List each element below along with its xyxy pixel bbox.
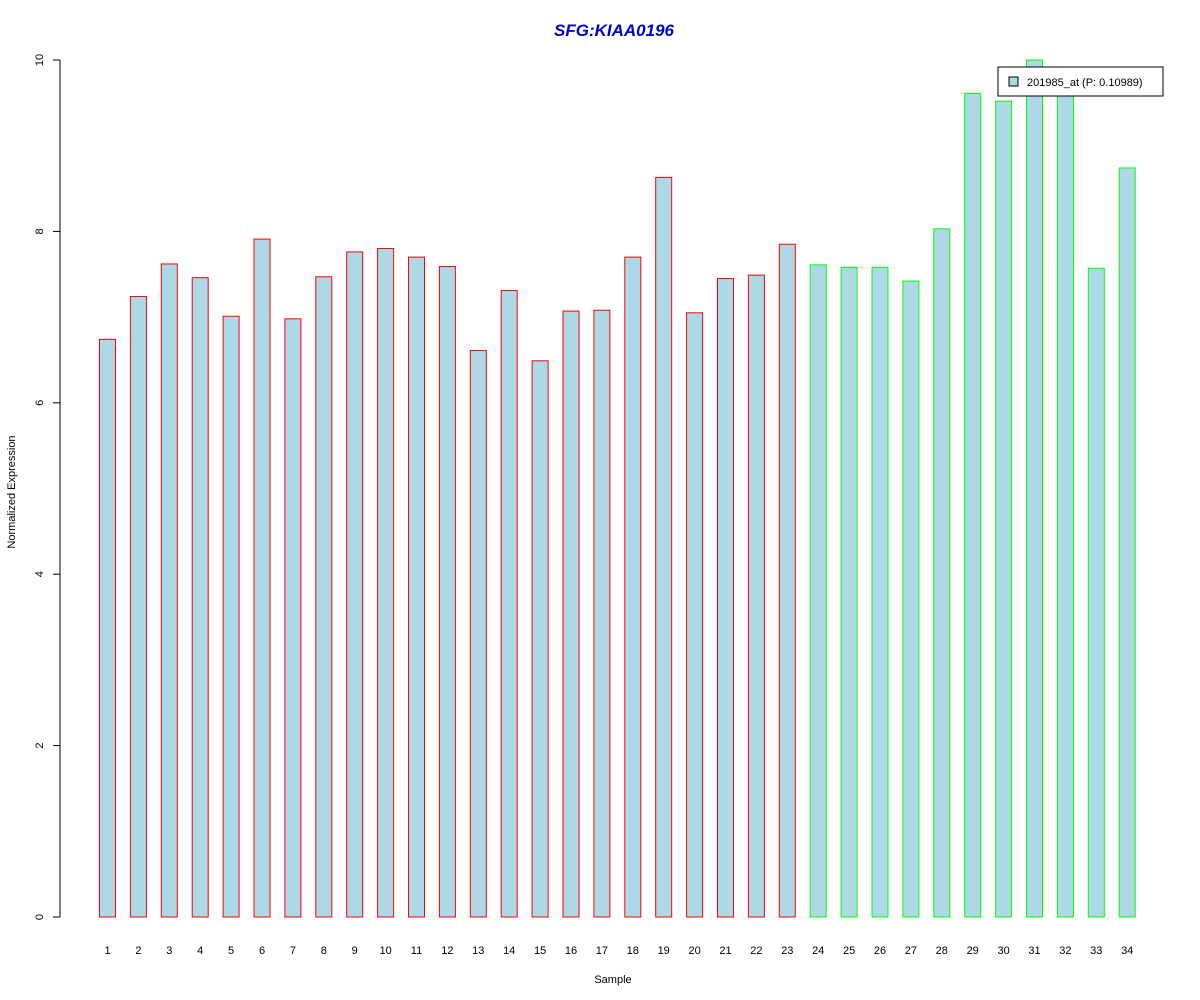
bar-sample-3 [160, 263, 178, 918]
bar-sample-16 [562, 310, 580, 918]
bar-sample-18 [624, 256, 642, 918]
y-axis: 0 2 4 6 8 10 [34, 54, 61, 920]
x-tick-label: 33 [1090, 945, 1102, 957]
x-tick-label: 34 [1121, 945, 1133, 957]
x-tick-label: 22 [750, 945, 762, 957]
x-tick-label: 7 [290, 945, 296, 957]
x-tick-label: 18 [627, 945, 639, 957]
bar-sample-24 [809, 264, 827, 918]
x-tick-label: 13 [472, 945, 484, 957]
x-tick-label: 3 [166, 945, 172, 957]
bar-sample-26 [871, 266, 889, 918]
x-tick-label: 9 [352, 945, 358, 957]
bar-sample-34 [1118, 167, 1136, 918]
bar-sample-14 [500, 290, 518, 918]
y-axis-label: Normalized Expression [6, 435, 18, 548]
x-tick-label: 29 [967, 945, 979, 957]
x-tick-label: 19 [658, 945, 670, 957]
x-tick-label: 27 [905, 945, 917, 957]
y-tick-label: 8 [34, 228, 46, 234]
bar-sample-33 [1087, 267, 1105, 918]
bar-sample-13 [469, 350, 487, 918]
x-tick-labels: 1 2 3 4 5 6 7 8 9 10 11 12 13 14 15 16 17 18 19 20 21 22 23 24 2… [104, 945, 1133, 957]
bar-sample-29 [964, 92, 982, 918]
chart-title: SFG:KIAA0196 [554, 21, 675, 40]
y-tick-label: 10 [34, 54, 46, 66]
bar-sample-22 [747, 274, 765, 918]
bar-sample-7 [284, 318, 302, 918]
x-tick-label: 14 [503, 945, 515, 957]
bar-sample-9 [346, 251, 364, 918]
legend-label: 201985_at (P: 0.10989) [1027, 77, 1143, 89]
x-tick-label: 4 [197, 945, 203, 957]
bar-sample-10 [377, 248, 395, 918]
x-axis-label: Sample [594, 974, 631, 986]
y-tick-label: 0 [34, 914, 46, 920]
legend-box [997, 66, 1164, 97]
x-tick-label: 26 [874, 945, 886, 957]
bar-sample-31 [1026, 59, 1043, 918]
bar-sample-17 [593, 309, 611, 918]
bar-sample-27 [902, 280, 920, 918]
x-tick-label: 11 [411, 945, 422, 957]
x-tick-label: 25 [843, 945, 855, 957]
x-tick-label: 10 [379, 945, 391, 957]
bar-sample-15 [531, 360, 549, 918]
bar-sample-25 [840, 266, 858, 918]
y-tick-label: 6 [34, 400, 46, 406]
bar-sample-1 [99, 338, 116, 918]
x-tick-label: 1 [104, 945, 110, 957]
y-tick-label: 4 [34, 571, 46, 577]
legend: 201985_at (P: 0.10989) [997, 66, 1164, 97]
x-tick-label: 32 [1059, 945, 1071, 957]
x-tick-label: 15 [534, 945, 546, 957]
bar-sample-28 [933, 228, 951, 918]
bar-sample-12 [438, 266, 456, 918]
x-tick-label: 16 [565, 945, 577, 957]
x-tick-label: 24 [812, 945, 824, 957]
x-tick-label: 23 [781, 945, 793, 957]
bar-sample-21 [717, 278, 734, 918]
bar-sample-5 [222, 315, 240, 918]
bar-sample-8 [315, 276, 333, 918]
bar-sample-30 [995, 100, 1013, 918]
x-tick-label: 2 [135, 945, 141, 957]
x-tick-label: 30 [997, 945, 1009, 957]
x-tick-label: 20 [688, 945, 700, 957]
bar-sample-6 [253, 238, 271, 918]
x-tick-label: 6 [259, 945, 265, 957]
bar-sample-23 [778, 243, 796, 918]
x-tick-label: 21 [719, 945, 731, 957]
legend-swatch [1008, 76, 1019, 87]
bars-group [99, 59, 1136, 918]
bar-sample-20 [686, 312, 704, 918]
x-tick-label: 31 [1028, 945, 1040, 957]
bar-sample-11 [408, 256, 425, 918]
x-tick-label: 28 [936, 945, 948, 957]
bar-sample-2 [129, 296, 147, 918]
x-tick-label: 8 [321, 945, 327, 957]
x-tick-label: 5 [228, 945, 234, 957]
x-tick-label: 17 [596, 945, 608, 957]
y-tick-label: 2 [34, 743, 46, 749]
x-tick-label: 12 [441, 945, 453, 957]
bar-sample-4 [191, 277, 209, 918]
bar-sample-32 [1056, 92, 1074, 918]
bar-sample-19 [655, 176, 673, 918]
